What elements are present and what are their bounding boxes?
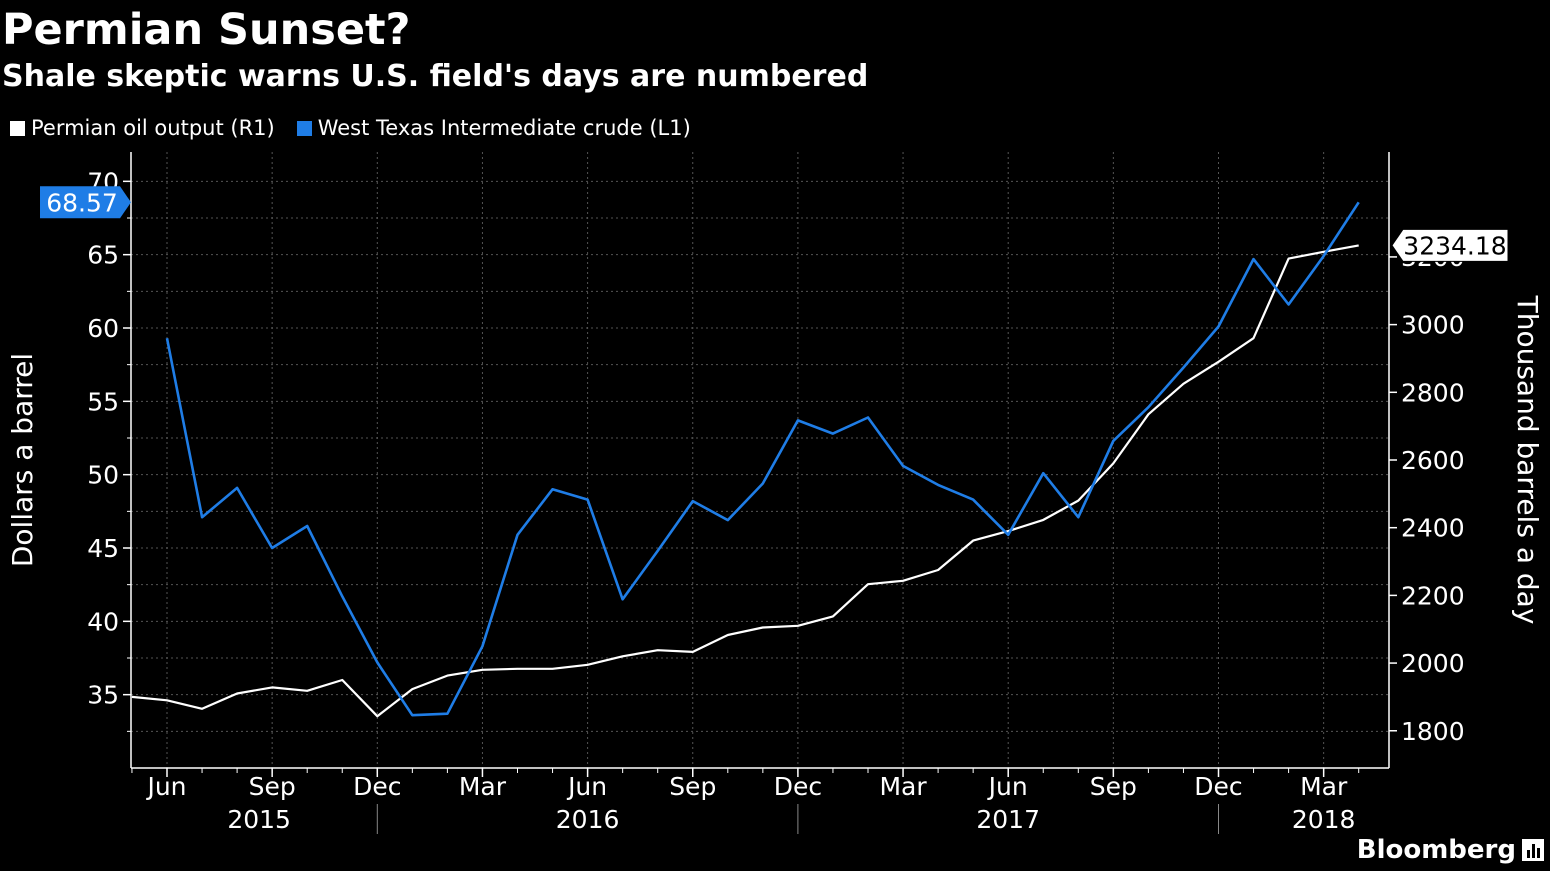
y-right-tick-label: 1800 [1401,717,1465,746]
y-right-tick-label: 3000 [1401,311,1465,340]
series-lines [131,201,1360,718]
legend-item-wti[interactable]: West Texas Intermediate crude (L1) [296,116,691,140]
x-tick-label: Mar [879,772,927,801]
y-left-tick-label: 60 [87,314,119,343]
gridlines [131,152,1389,768]
x-tick-label: Jun [145,772,186,801]
legend-label-wti: West Texas Intermediate crude (L1) [317,116,691,140]
permian-last-value-marker [1391,228,1509,262]
legend-swatch-permian [10,120,25,136]
x-tick-label: Sep [1090,772,1137,801]
x-tick-label: Jun [987,772,1028,801]
bloomberg-logo: Bloomberg [1357,835,1544,865]
y-right-tick-label: 2800 [1401,378,1465,407]
chart-subtitle: Shale skeptic warns U.S. field's days ar… [2,59,869,94]
y-left-tick-label: 65 [87,241,119,270]
x-tick-label: Mar [459,772,507,801]
series-line-permian [131,244,1359,718]
y-left-tick-label: 55 [87,387,119,416]
x-year-label: 2015 [227,805,291,834]
y-left-tick-label: 45 [87,534,119,563]
y-axis-right-title: Thousand barrels a day [1511,295,1544,625]
brand-name: Bloomberg [1356,835,1516,865]
y-right-tick-label: 2600 [1401,446,1465,475]
y-left-tick-label: 35 [87,681,119,710]
x-tick-label: Jun [566,772,607,801]
y-left-tick-label: 40 [87,607,119,636]
bloomberg-chart-icon [1522,839,1544,861]
legend: Permian oil output (R1) West Texas Inter… [10,116,713,140]
legend-swatch-wti [296,120,312,136]
y-left-tick-label: 50 [87,461,119,490]
chart-title: Permian Sunset? [2,5,411,55]
x-year-label: 2018 [1292,805,1356,834]
y-right-tick-label: 2400 [1401,514,1465,543]
x-tick-label: Sep [249,772,296,801]
x-tick-label: Sep [669,772,716,801]
y-right-tick-label: 2000 [1401,649,1465,678]
x-tick-label: Dec [353,772,401,801]
x-year-label: 2017 [976,805,1040,834]
legend-label-permian: Permian oil output (R1) [31,116,275,140]
y-axis-left-title: Dollars a barrel [6,353,39,567]
series-line-wti [165,201,1360,717]
y-right-tick-label: 2200 [1401,581,1465,610]
x-tick-label: Mar [1300,772,1348,801]
x-tick-label: Dec [1194,772,1242,801]
axes: 3540455055606570180020002200240026002800… [87,152,1465,834]
x-year-label: 2016 [556,805,620,834]
permian-last-value-label: 3234.18 [1403,231,1506,260]
x-tick-label: Dec [774,772,822,801]
legend-item-permian[interactable]: Permian oil output (R1) [10,116,275,140]
wti-last-value-marker [40,186,131,219]
wti-last-value-label: 68.57 [46,188,118,217]
value-labels: 68.57 3234.18 [40,186,1509,262]
